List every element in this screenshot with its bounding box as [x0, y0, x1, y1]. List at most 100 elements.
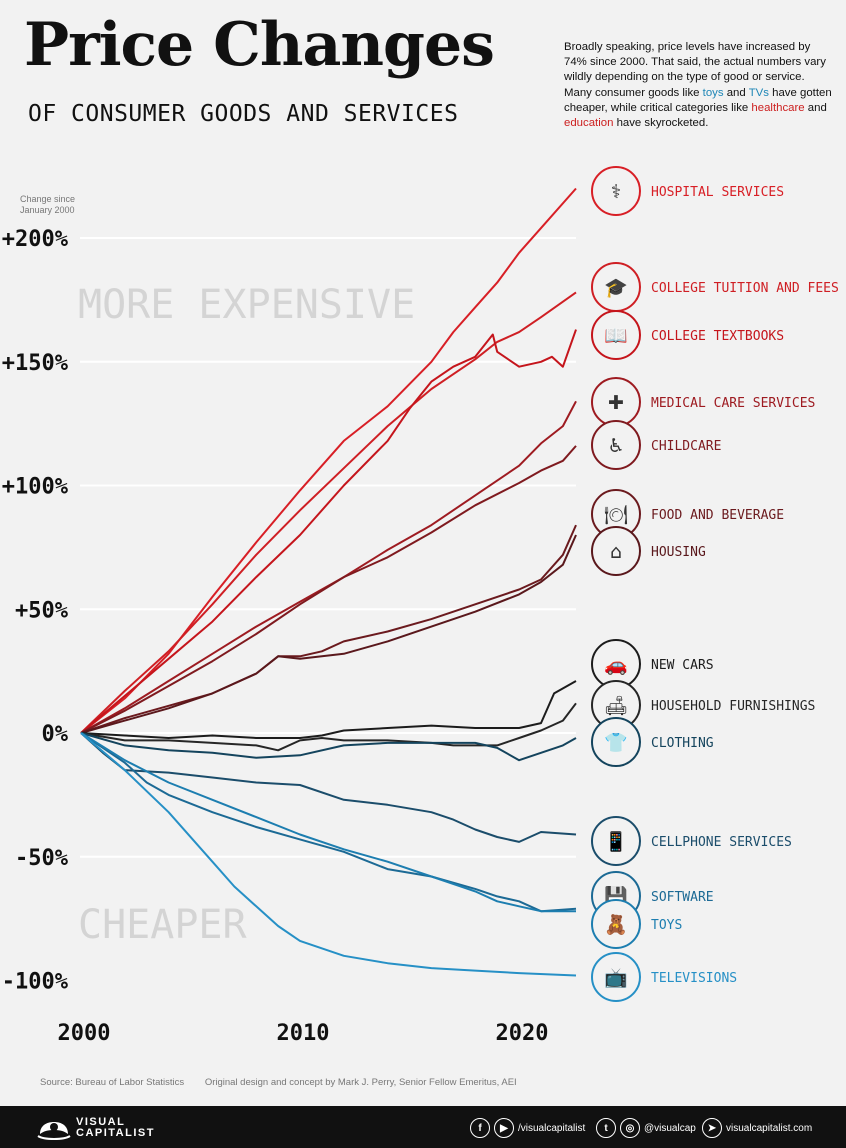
- bottom-bar: VISUAL CAPITALIST f ▶ /visualcapitalist …: [0, 1106, 846, 1148]
- series-label-college-textbooks: 📖 COLLEGE TEXTBOOKS: [591, 310, 784, 360]
- medical-kit-icon-glyph: ✚: [608, 392, 624, 414]
- series-label-food-and-beverage: 🍽 FOOD AND BEVERAGE: [591, 489, 784, 539]
- instagram-icon[interactable]: ◎: [620, 1118, 640, 1138]
- tv-icon: [591, 952, 641, 1002]
- axis-note: Change since January 2000: [20, 194, 76, 215]
- social-group-1: f ▶ /visualcapitalist: [470, 1117, 585, 1139]
- series-label-text: SOFTWARE: [651, 890, 714, 905]
- graduation-cap-icon-glyph: 🎓: [604, 277, 628, 299]
- twitter-icon[interactable]: t: [596, 1118, 616, 1138]
- credit-text: Original design and concept by Mark J. P…: [204, 1077, 517, 1088]
- y-tick-label: +200%: [2, 227, 69, 252]
- tv-icon-glyph: 📺: [604, 967, 628, 989]
- series-label-televisions: 📺 TELEVISIONS: [591, 952, 737, 1002]
- y-tick-label: 0%: [42, 722, 69, 747]
- sofa-icon-glyph: 🛋: [604, 695, 628, 717]
- cellphone-icon: [591, 816, 641, 866]
- series-label-hospital-services: ⚕ HOSPITAL SERVICES: [591, 166, 784, 216]
- series-label-text: NEW CARS: [651, 658, 714, 673]
- y-tick-label: -100%: [2, 970, 69, 995]
- house-icon-glyph: ⌂: [610, 541, 622, 563]
- series-line-new-cars: [80, 680, 577, 739]
- brand-line-2: CAPITALIST: [76, 1127, 155, 1139]
- series-label-household-furnishings: 🛋 HOUSEHOLD FURNISHINGS: [591, 680, 815, 730]
- iv-drip-icon-glyph: ⚕: [611, 181, 621, 203]
- toys-icon-glyph: 🧸: [604, 913, 628, 936]
- series-label-college-tuition-and-fees: 🎓 COLLEGE TUITION AND FEES: [591, 262, 839, 312]
- zone-label-more-expensive: MORE EXPENSIVE: [78, 282, 415, 328]
- x-tick-label: 2010: [277, 1021, 330, 1046]
- toys-icon: [591, 899, 641, 949]
- footer-source: Source: Bureau of Labor Statistics Origi…: [40, 1077, 535, 1088]
- intro-part-6: and: [804, 101, 827, 114]
- y-axis-ticks: +200% +150% +100% +50% 0% -50% -100%: [2, 227, 69, 995]
- cellphone-icon-glyph: 📱: [604, 830, 628, 853]
- series-label-childcare: ♿ CHILDCARE: [591, 420, 721, 470]
- intro-text: Broadly speaking, price levels have incr…: [564, 40, 832, 131]
- intro-part-7: education: [564, 117, 614, 130]
- series-line-hospital-services: [80, 187, 577, 734]
- series-label-text: FOOD AND BEVERAGE: [651, 508, 784, 523]
- youtube-icon[interactable]: ▶: [494, 1118, 514, 1138]
- series-label-text: HOSPITAL SERVICES: [651, 185, 784, 200]
- house-icon: [591, 526, 641, 576]
- series-label-text: MEDICAL CARE SERVICES: [651, 396, 815, 411]
- stroller-icon: [591, 420, 641, 470]
- social-handle-2[interactable]: @visualcap: [644, 1122, 696, 1134]
- series-label-toys: 🧸 TOYS: [591, 899, 682, 949]
- series-line-software: [80, 732, 577, 913]
- series-line-televisions: [80, 732, 577, 977]
- cursor-icon[interactable]: ➤: [702, 1118, 722, 1138]
- series-line-household-furnishings: [80, 702, 577, 752]
- series-line-food-and-beverage: [80, 524, 577, 734]
- series-line-college-tuition-and-fees: [80, 291, 577, 734]
- series-line-medical-care-services: [80, 400, 577, 734]
- series-line-college-textbooks: [80, 329, 577, 734]
- visual-capitalist-logo-icon: [37, 1122, 71, 1140]
- social-group-2: t ◎ @visualcap: [596, 1117, 696, 1139]
- series-labels: ⚕ HOSPITAL SERVICES 🎓 COLLEGE TUITION AND F…: [591, 166, 839, 1002]
- series-lines: [80, 187, 577, 977]
- series-label-cellphone-services: 📱 CELLPHONE SERVICES: [591, 816, 792, 866]
- series-line-toys: [80, 732, 576, 913]
- series-label-new-cars: 🚗 NEW CARS: [591, 639, 714, 689]
- website-link[interactable]: visualcapitalist.com: [726, 1122, 813, 1134]
- shirt-icon: [591, 717, 641, 767]
- intro-part-3: TVs: [748, 86, 769, 99]
- y-tick-label: +100%: [2, 475, 69, 500]
- x-tick-label: 2020: [496, 1021, 549, 1046]
- series-label-text: CHILDCARE: [651, 439, 721, 454]
- food-icon-glyph: 🍽: [604, 504, 628, 526]
- intro-part-1: toys: [702, 86, 724, 99]
- page-title: Price Changes: [24, 10, 495, 80]
- zone-label-cheaper: CHEAPER: [78, 902, 247, 948]
- brand-logo[interactable]: VISUAL CAPITALIST: [36, 1114, 186, 1142]
- stroller-icon-glyph: ♿: [607, 435, 624, 457]
- page-subtitle: OF CONSUMER GOODS AND SERVICES: [28, 101, 459, 127]
- series-label-text: TOYS: [651, 918, 682, 933]
- intro-part-2: and: [723, 86, 749, 99]
- intro-part-0: Broadly speaking, price levels have incr…: [564, 41, 826, 99]
- intro-part-8: have skyrocketed.: [613, 117, 709, 130]
- car-icon-glyph: 🚗: [604, 654, 628, 676]
- series-label-text: HOUSEHOLD FURNISHINGS: [651, 699, 815, 714]
- facebook-icon[interactable]: f: [470, 1118, 490, 1138]
- social-handle-1[interactable]: /visualcapitalist: [518, 1122, 586, 1134]
- y-tick-label: +50%: [15, 598, 69, 623]
- brand-line-1: VISUAL: [76, 1116, 126, 1128]
- gridlines: [80, 237, 576, 858]
- intro-part-5: healthcare: [751, 101, 805, 114]
- series-label-text: COLLEGE TUITION AND FEES: [651, 281, 839, 296]
- website-group: ➤ visualcapitalist.com: [702, 1117, 812, 1139]
- x-axis-ticks: 2000 2010 2020: [58, 1021, 549, 1046]
- series-label-medical-care-services: ✚ MEDICAL CARE SERVICES: [591, 377, 815, 427]
- shirt-icon-glyph: 👕: [604, 732, 628, 754]
- series-label-clothing: 👕 CLOTHING: [591, 717, 714, 767]
- x-tick-label: 2000: [58, 1021, 111, 1046]
- series-label-text: COLLEGE TEXTBOOKS: [651, 329, 784, 344]
- price-change-chart: MORE EXPENSIVE CHEAPER +200% +150% +100% +5…: [2, 166, 839, 1046]
- series-label-housing: ⌂ HOUSING: [591, 526, 706, 576]
- series-label-text: CLOTHING: [651, 736, 714, 751]
- textbook-icon-glyph: 📖: [604, 325, 628, 347]
- series-line-clothing: [80, 732, 577, 762]
